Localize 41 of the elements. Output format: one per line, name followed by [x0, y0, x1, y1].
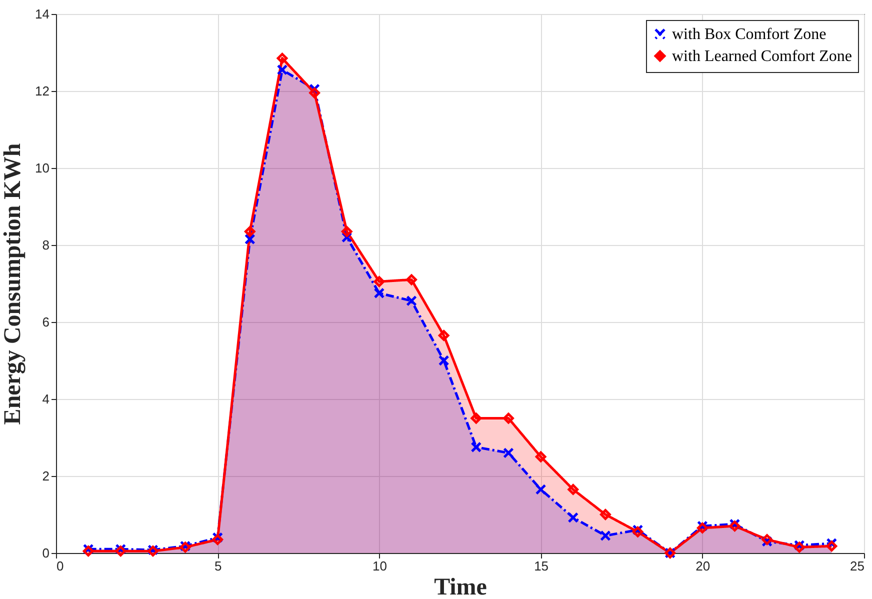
x-tick-label: 0	[56, 558, 64, 574]
legend-label: with Box Comfort Zone	[672, 26, 826, 43]
point	[503, 447, 514, 458]
point	[535, 484, 546, 495]
point	[438, 330, 450, 341]
y-tick-label: 4	[42, 392, 50, 406]
point	[600, 530, 611, 542]
point	[406, 274, 417, 286]
point	[276, 64, 288, 76]
point	[568, 484, 579, 495]
y-tick-label: 8	[42, 238, 50, 252]
point	[826, 540, 838, 552]
point	[568, 512, 579, 524]
point	[438, 355, 450, 366]
y-tick-label: 10	[35, 160, 50, 176]
point	[535, 451, 546, 462]
y-tick-label: 0	[42, 546, 50, 560]
point	[406, 295, 417, 306]
y-tick-label: 12	[35, 84, 50, 98]
point	[341, 226, 352, 237]
x-tick-label: 15	[534, 558, 549, 574]
y-tick-label: 14	[35, 6, 50, 22]
x-tick-label: 5	[214, 558, 222, 574]
point	[276, 52, 288, 64]
x-tick-label: 25	[850, 558, 864, 574]
x-tick-label: 10	[372, 558, 387, 574]
point	[503, 412, 514, 424]
y-tick-label: 6	[42, 314, 50, 330]
x-axis-title: Time	[434, 574, 488, 599]
point	[244, 226, 256, 237]
point	[470, 412, 482, 424]
y-tick-label: 2	[42, 468, 50, 484]
y-axis-title: Energy Consumption KWh	[0, 143, 26, 425]
point	[244, 234, 256, 245]
point	[374, 288, 385, 299]
legend-label: with Learned Comfort Zone	[672, 48, 852, 65]
point	[470, 442, 482, 453]
point	[600, 509, 611, 520]
point	[374, 276, 385, 288]
point	[309, 87, 320, 98]
x-tick-label: 20	[696, 558, 710, 574]
